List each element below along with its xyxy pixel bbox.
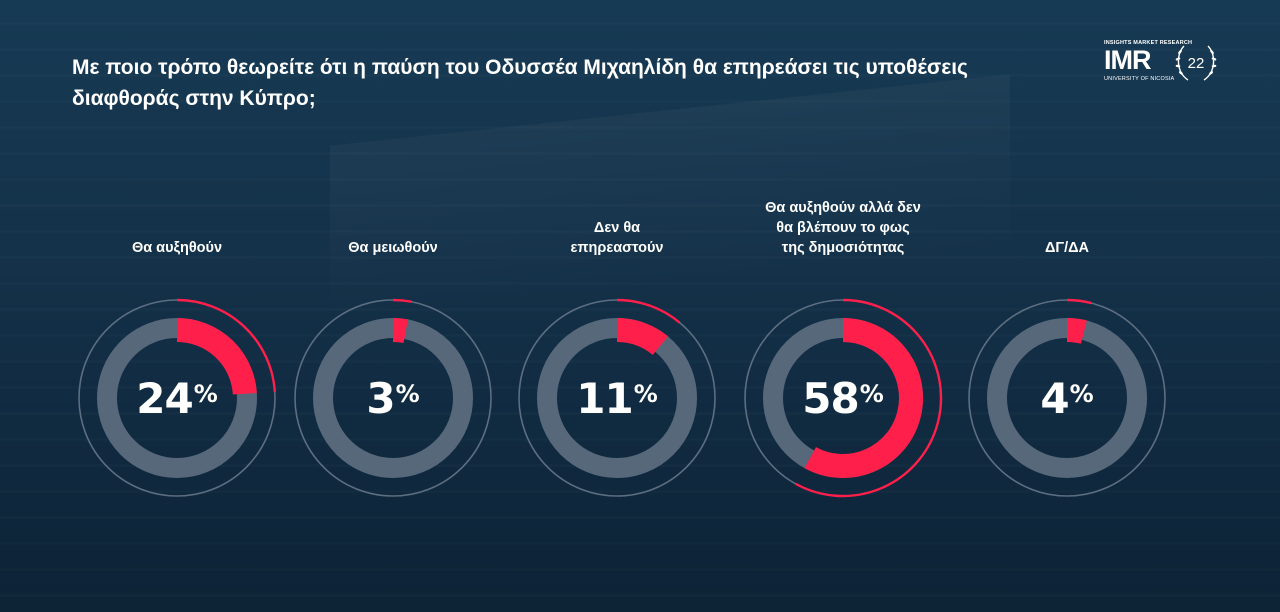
donut-ring — [744, 298, 943, 498]
donut-label: Θα μειωθούν — [293, 238, 493, 258]
page-title: Με ποιο τρόπο θεωρείτε ότι η παύση του Ο… — [72, 56, 968, 110]
donut-value-arc — [804, 318, 923, 478]
logo-mark: IMR — [1104, 45, 1151, 75]
donut-ring — [518, 298, 716, 497]
donut-value-number: 11 — [576, 373, 633, 423]
donut-label-line: Θα αυξηθούν αλλά δεν — [765, 200, 921, 216]
donut-value-number: 3 — [366, 373, 395, 423]
donut-outer-arc — [1066, 298, 1092, 305]
donut-value-arc — [176, 318, 257, 395]
donut-value-arc — [1066, 318, 1087, 344]
donut-outer-arc — [176, 298, 277, 392]
donut-value-unit: % — [193, 380, 218, 408]
donut-track — [987, 318, 1147, 478]
donut-label-line: Θα αυξηθούν — [131, 240, 223, 256]
donut-ring — [968, 298, 1166, 497]
donut-label: Θα αυξηθούν αλλά δεν θα βλέπουν το φως της… — [743, 198, 943, 258]
donut-item: Δεν θα επηρεαστούν 11% — [517, 200, 717, 510]
donut-value-number: 4 — [1040, 373, 1069, 423]
donut-value-label: 24% — [77, 298, 277, 498]
donut-item: Θα αυξηθούν 24% — [77, 200, 277, 510]
laurel-badge-icon: 22 — [1175, 45, 1217, 81]
donut-value-unit: % — [859, 380, 884, 408]
donut-value-arc — [392, 317, 408, 344]
donut-ring — [294, 298, 492, 497]
donut-outer-arc — [392, 298, 412, 303]
donut-label: ΔΓ/ΔΑ — [967, 238, 1167, 258]
donut-ring — [78, 298, 277, 497]
donut-track — [537, 318, 697, 478]
donut-label-line: Δεν θα — [593, 220, 641, 236]
donut-value-label: 58% — [743, 298, 943, 498]
donut-label-line: της δημοσιότητας — [781, 240, 905, 256]
donut-value-unit: % — [1069, 380, 1094, 408]
logo-top-text: INSIGHTS MARKET RESEARCH — [1104, 40, 1193, 46]
donut-value-unit: % — [395, 380, 420, 408]
donut-item: Θα μειωθούν 3% — [293, 200, 493, 510]
donut-value-number: 24 — [136, 373, 193, 423]
donut-item: ΔΓ/ΔΑ 4% — [967, 200, 1167, 510]
donut-outer-arc — [616, 298, 681, 324]
donut-value-label: 11% — [517, 298, 717, 498]
donut-value-label: 3% — [293, 298, 493, 498]
logo-bottom-text: UNIVERSITY OF NICOSIA — [1104, 76, 1175, 82]
donut-label-line: ΔΓ/ΔΑ — [1044, 240, 1090, 256]
donut-label-line: θα βλέπουν το φως — [776, 220, 910, 236]
donut-label: Θα αυξηθούν — [77, 238, 277, 258]
donut-outer-arc — [795, 298, 943, 498]
donut-value-number: 58 — [802, 373, 859, 423]
donut-value-label: 4% — [967, 298, 1167, 498]
imr-logo: INSIGHTS MARKET RESEARCH IMR UNIVERSITY … — [1104, 40, 1228, 86]
donut-item: Θα αυξηθούν αλλά δεν θα βλέπουν το φως της… — [743, 200, 943, 510]
donut-label-line: Θα μειωθούν — [348, 240, 438, 256]
donut-label-line: επηρεαστούν — [570, 240, 664, 256]
donut-chart-group: Θα αυξηθούν 24% Θα μειωθούν 3% Δεν θα επηρεασ… — [0, 200, 1280, 520]
badge-number: 22 — [1188, 55, 1205, 72]
donut-label: Δεν θα επηρεαστούν — [517, 218, 717, 258]
donut-value-arc — [616, 318, 668, 356]
donut-value-unit: % — [633, 380, 658, 408]
